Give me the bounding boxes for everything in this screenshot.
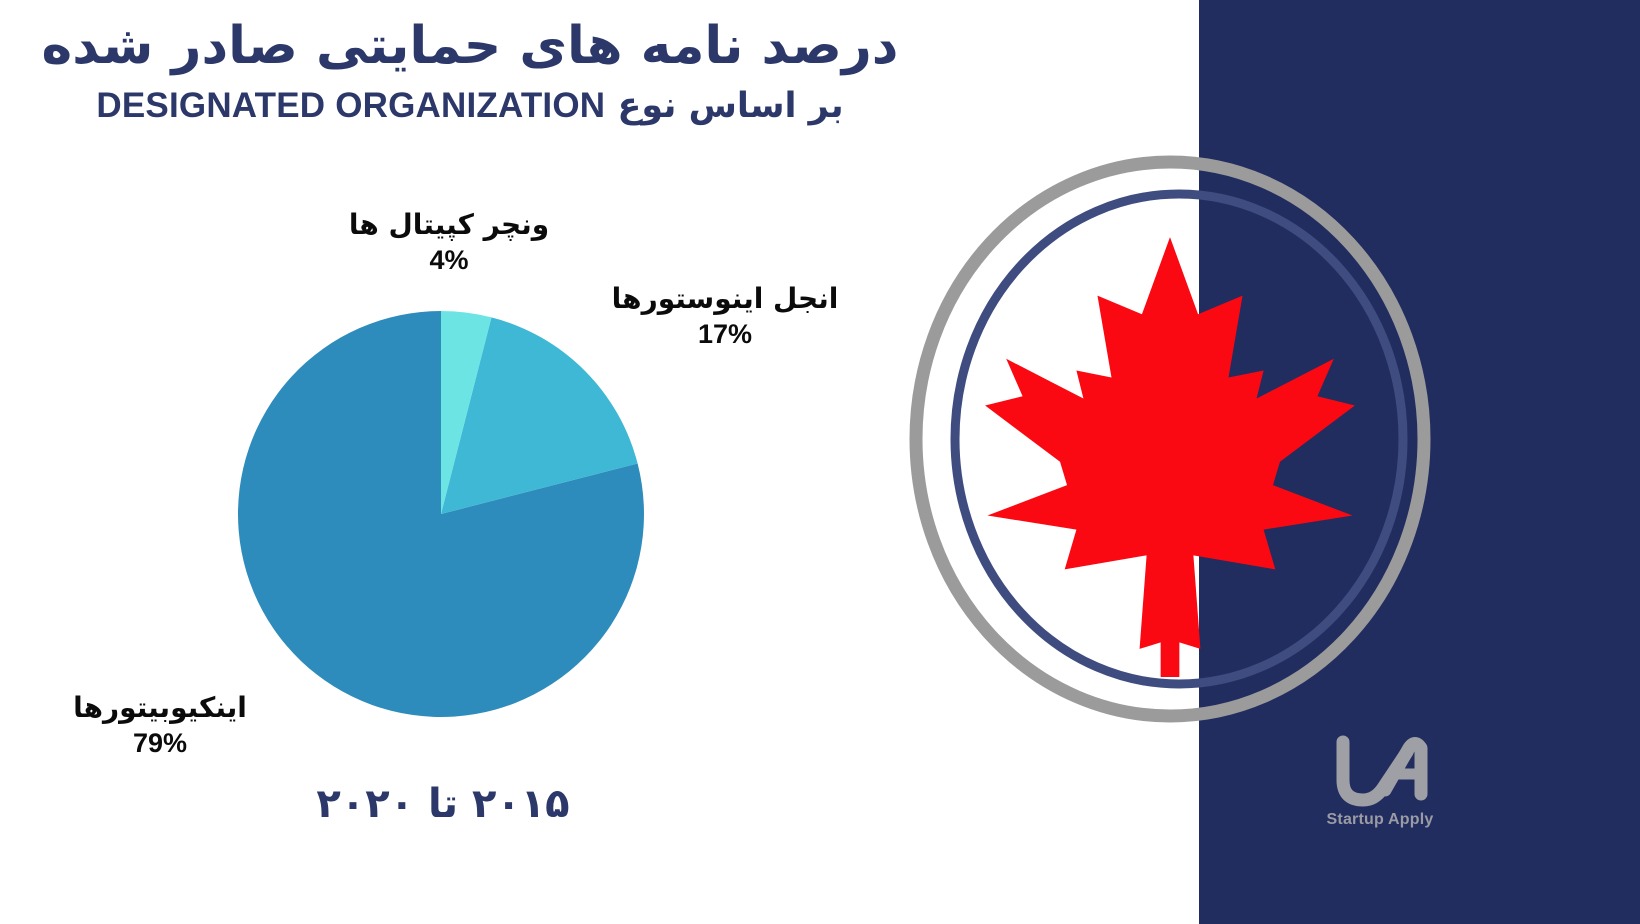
page-title: درصد نامه های حمایتی صادر شده بر اساس نو… — [0, 16, 940, 130]
inner-ring-icon — [950, 189, 1408, 689]
title-secondary: بر اساس نوع DESIGNATED ORGANIZATION — [0, 83, 940, 130]
title-primary: درصد نامه های حمایتی صادر شده — [41, 16, 899, 76]
title-secondary-en: DESIGNATED ORGANIZATION — [96, 86, 606, 126]
pie-label-venture-capitals-name: ونچر کپیتال ها — [348, 208, 550, 241]
chart-date-range: ۲۰۱۵ تا ۲۰۲۰ — [316, 781, 570, 827]
pie-slice-incubators[interactable] — [238, 311, 644, 717]
pie-label-venture-capitals: ونچر کپیتال ها 4% — [309, 207, 589, 278]
pie-label-incubators-value: 79% — [132, 728, 188, 759]
pie-label-angel-investors-name: انجل اینوستورها — [611, 282, 839, 315]
outer-ring-icon — [909, 155, 1431, 723]
maple-leaf-icon — [985, 237, 1355, 677]
pie-label-angel-investors-value: 17% — [697, 319, 753, 350]
pie-label-incubators-name: اینکیوبیتورها — [73, 691, 247, 724]
pie-label-angel-investors: انجل اینوستورها 17% — [560, 281, 890, 352]
pie-chart-svg — [238, 311, 644, 717]
pie-slice-angel-investors[interactable] — [441, 317, 638, 514]
title-secondary-fa: بر اساس نوع — [617, 86, 844, 127]
pie-slice-venture-capitals[interactable] — [441, 311, 492, 514]
startup-apply-logo-icon — [1336, 735, 1428, 807]
pie-label-venture-capitals-value: 4% — [429, 245, 469, 276]
startup-apply-brand-text: Startup Apply — [1326, 811, 1434, 828]
canada-emblem-svg — [909, 155, 1431, 723]
canada-emblem — [905, 150, 1435, 728]
pie-chart — [238, 311, 644, 717]
startup-apply-watermark: Startup Apply — [1310, 732, 1450, 842]
pie-label-incubators: اینکیوبیتورها 79% — [30, 690, 290, 761]
